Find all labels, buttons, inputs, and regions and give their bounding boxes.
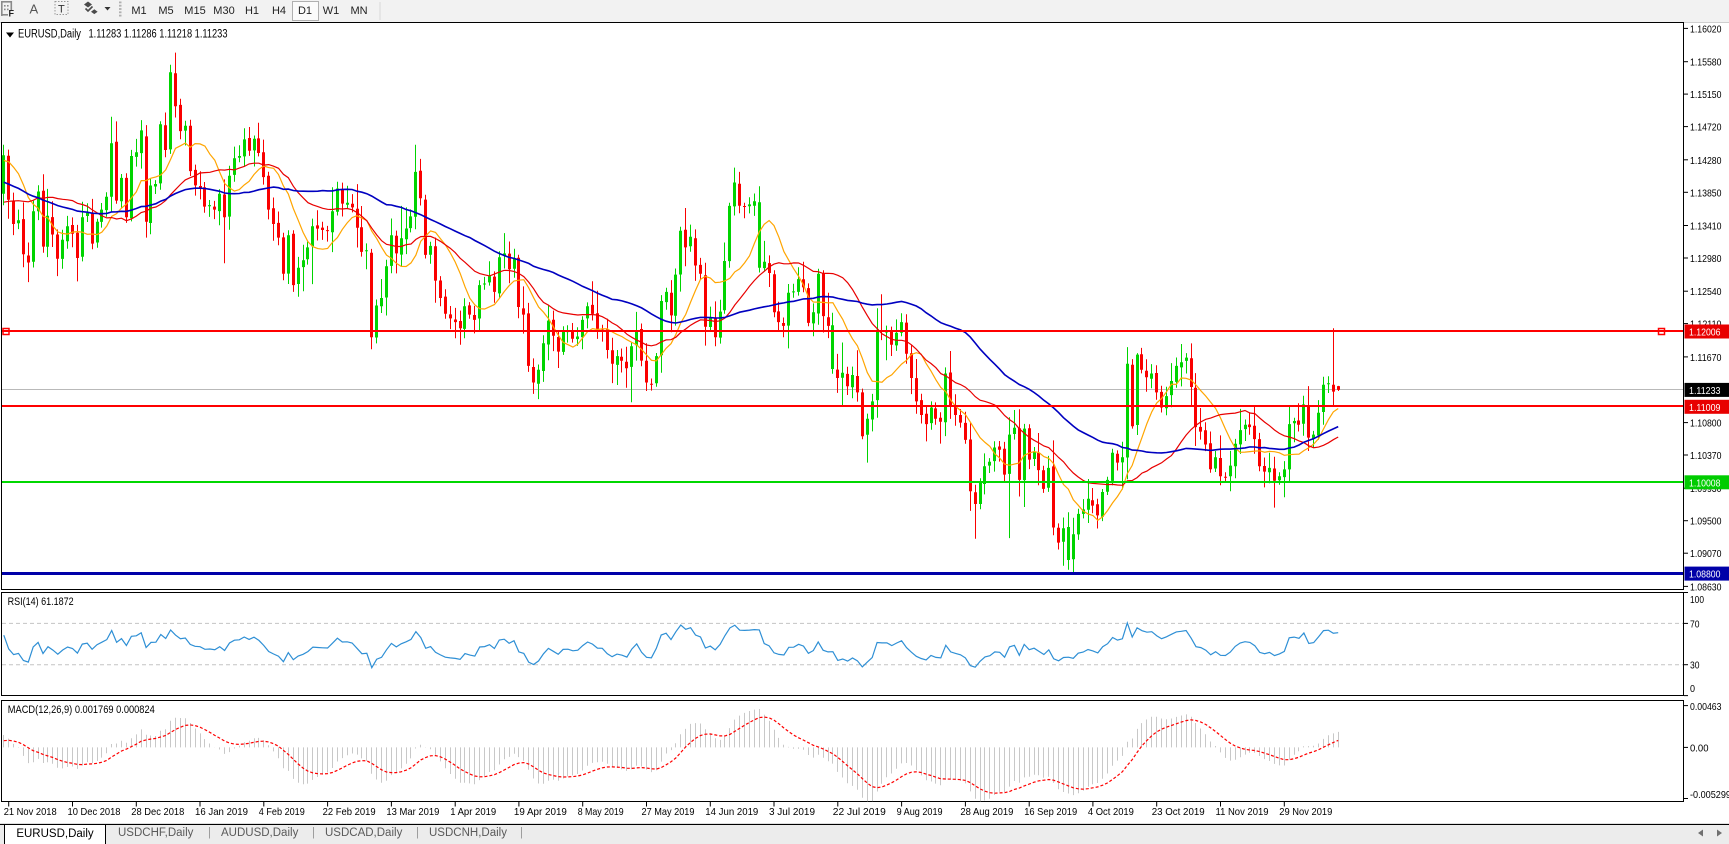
svg-text:1.11283 1.11286 1.11218 1.1123: 1.11283 1.11286 1.11218 1.11233: [89, 29, 228, 41]
svg-text:1.14280: 1.14280: [1690, 155, 1722, 167]
svg-text:22 Jul 2019: 22 Jul 2019: [833, 806, 886, 818]
svg-text:10 Dec 2018: 10 Dec 2018: [68, 806, 121, 818]
svg-text:1.14720: 1.14720: [1690, 122, 1722, 134]
svg-text:1.15580: 1.15580: [1690, 57, 1722, 69]
svg-text:1.10370: 1.10370: [1690, 450, 1722, 462]
svg-text:11 Nov 2019: 11 Nov 2019: [1216, 806, 1269, 818]
svg-text:4 Oct 2019: 4 Oct 2019: [1088, 806, 1134, 818]
svg-text:1.15150: 1.15150: [1690, 89, 1722, 101]
svg-text:23 Oct 2019: 23 Oct 2019: [1152, 806, 1205, 818]
svg-text:1.08800: 1.08800: [1689, 569, 1721, 581]
svg-text:16 Jan 2019: 16 Jan 2019: [195, 806, 248, 818]
svg-text:1.10008: 1.10008: [1689, 477, 1721, 489]
svg-text:30: 30: [1690, 660, 1700, 672]
svg-text:1.09070: 1.09070: [1690, 548, 1722, 560]
svg-text:3 Jul 2019: 3 Jul 2019: [769, 806, 815, 818]
svg-text:1.12006: 1.12006: [1689, 327, 1721, 339]
svg-text:19 Apr 2019: 19 Apr 2019: [514, 806, 567, 818]
svg-text:A: A: [30, 2, 39, 17]
svg-text:1.11009: 1.11009: [1689, 402, 1721, 414]
svg-text:-0.005299: -0.005299: [1690, 789, 1729, 801]
svg-text:28 Aug 2019: 28 Aug 2019: [960, 806, 1013, 818]
svg-text:9 Aug 2019: 9 Aug 2019: [897, 806, 943, 818]
svg-text:29 Nov 2019: 29 Nov 2019: [1279, 806, 1332, 818]
svg-text:4 Feb 2019: 4 Feb 2019: [259, 806, 305, 818]
svg-text:EURUSD,Daily: EURUSD,Daily: [18, 29, 81, 41]
svg-text:1.16020: 1.16020: [1690, 23, 1722, 35]
svg-text:1.12980: 1.12980: [1690, 253, 1722, 265]
svg-text:T: T: [58, 4, 65, 16]
svg-text:16 Sep 2019: 16 Sep 2019: [1024, 806, 1077, 818]
svg-text:14 Jun 2019: 14 Jun 2019: [705, 806, 758, 818]
svg-text:1.12540: 1.12540: [1690, 286, 1722, 298]
svg-text:22 Feb 2019: 22 Feb 2019: [323, 806, 376, 818]
svg-text:70: 70: [1690, 618, 1700, 630]
svg-text:1.08630: 1.08630: [1690, 581, 1722, 593]
svg-text:F: F: [9, 9, 15, 19]
svg-text:27 May 2019: 27 May 2019: [642, 806, 695, 818]
svg-text:MACD(12,26,9) 0.001769 0.00082: MACD(12,26,9) 0.001769 0.000824: [8, 704, 155, 716]
svg-text:1.13410: 1.13410: [1690, 221, 1722, 233]
svg-text:1.10800: 1.10800: [1690, 418, 1722, 430]
svg-text:100: 100: [1690, 594, 1704, 606]
svg-text:28 Dec 2018: 28 Dec 2018: [131, 806, 184, 818]
svg-text:1.11233: 1.11233: [1689, 385, 1721, 397]
svg-text:1.11670: 1.11670: [1690, 352, 1722, 364]
svg-text:1.09500: 1.09500: [1690, 516, 1722, 528]
svg-text:0: 0: [1690, 683, 1695, 695]
svg-text:1.13850: 1.13850: [1690, 187, 1722, 199]
svg-text:8 May 2019: 8 May 2019: [578, 806, 624, 818]
svg-text:0.00: 0.00: [1690, 742, 1709, 754]
svg-text:13 Mar 2019: 13 Mar 2019: [386, 806, 439, 818]
svg-text:0.00463: 0.00463: [1690, 701, 1722, 713]
svg-text:21 Nov 2018: 21 Nov 2018: [4, 806, 57, 818]
svg-text:1 Apr 2019: 1 Apr 2019: [450, 806, 496, 818]
svg-text:RSI(14) 61.1872: RSI(14) 61.1872: [8, 596, 74, 608]
